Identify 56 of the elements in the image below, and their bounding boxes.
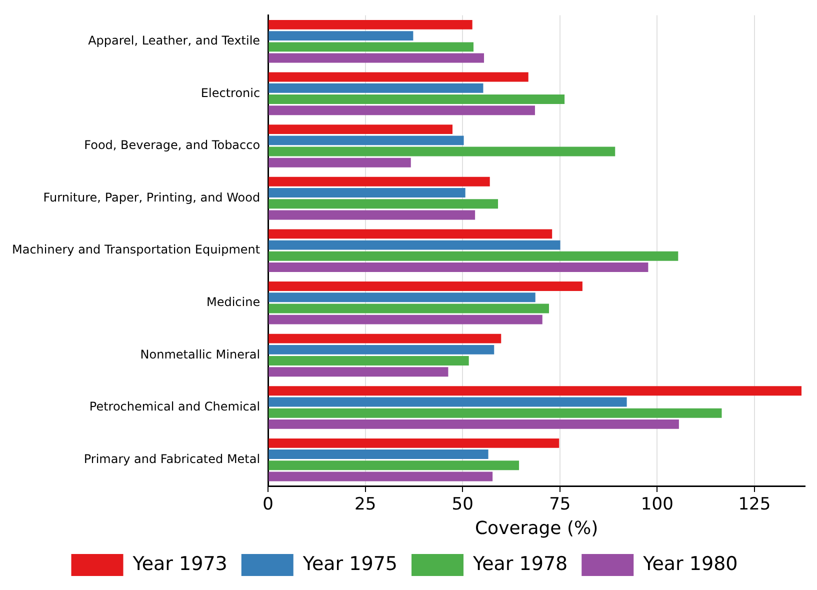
y-tick-label: Petrochemical and Chemical bbox=[89, 400, 260, 414]
x-tick-label: 100 bbox=[640, 494, 674, 515]
legend-label: Year 1978 bbox=[472, 552, 568, 575]
x-tick-label: 25 bbox=[354, 494, 376, 515]
legend-label: Year 1975 bbox=[302, 552, 398, 575]
legend-label: Year 1980 bbox=[642, 552, 738, 575]
bar bbox=[268, 146, 616, 156]
bar bbox=[268, 240, 560, 250]
bar bbox=[268, 251, 678, 261]
bar bbox=[268, 42, 474, 52]
x-tick-label: 125 bbox=[738, 494, 771, 515]
bar bbox=[268, 450, 488, 460]
bar bbox=[268, 334, 502, 344]
y-tick-label: Electronic bbox=[200, 86, 260, 100]
x-tick-label: 75 bbox=[549, 494, 571, 515]
bar bbox=[268, 136, 464, 146]
bar bbox=[268, 53, 484, 63]
bar bbox=[268, 292, 536, 302]
bar bbox=[268, 20, 472, 30]
bar bbox=[268, 386, 802, 396]
bar bbox=[268, 262, 648, 272]
bar bbox=[268, 176, 490, 186]
bar bbox=[268, 199, 498, 209]
bar bbox=[268, 229, 552, 239]
bar bbox=[268, 282, 582, 291]
x-tick-label: 0 bbox=[262, 494, 274, 515]
bar bbox=[268, 356, 469, 366]
y-tick-label: Machinery and Transportation Equipment bbox=[12, 242, 260, 257]
bar bbox=[268, 210, 476, 220]
bar bbox=[268, 94, 565, 104]
bar bbox=[268, 304, 549, 314]
bar bbox=[268, 367, 448, 377]
bar bbox=[268, 472, 493, 482]
bar bbox=[268, 314, 542, 324]
bar bbox=[268, 124, 452, 134]
x-tick-label: 50 bbox=[452, 494, 474, 515]
bar bbox=[268, 83, 484, 93]
x-axis-title: Coverage (%) bbox=[474, 518, 598, 539]
y-tick-label: Furniture, Paper, Printing, and Wood bbox=[43, 190, 260, 204]
bar bbox=[268, 106, 535, 116]
bar bbox=[268, 72, 528, 82]
bar bbox=[268, 397, 627, 407]
bar bbox=[268, 419, 679, 429]
bar bbox=[268, 188, 466, 198]
bar bbox=[268, 31, 414, 41]
y-tick-label: Medicine bbox=[206, 295, 260, 310]
y-tick-label: Apparel, Leather, and Textile bbox=[88, 33, 260, 48]
bar bbox=[268, 158, 411, 168]
y-tick-label: Primary and Fabricated Metal bbox=[84, 452, 260, 466]
bar bbox=[268, 438, 560, 448]
bar bbox=[268, 460, 520, 470]
y-tick-label: Food, Beverage, and Tobacco bbox=[84, 138, 260, 152]
bar bbox=[268, 408, 722, 418]
legend-label: Year 1973 bbox=[132, 552, 228, 575]
bar bbox=[268, 344, 494, 354]
y-tick-label: Nonmetallic Mineral bbox=[140, 347, 260, 362]
